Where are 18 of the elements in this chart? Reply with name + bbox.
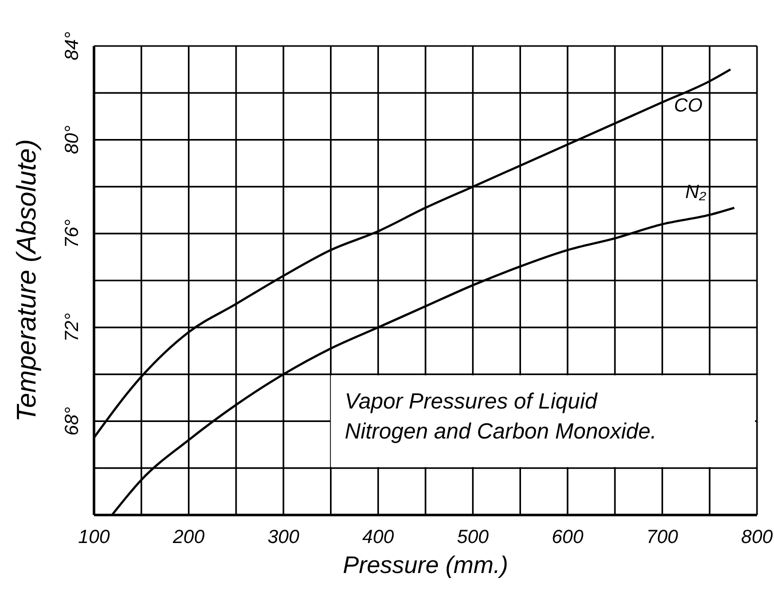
annotation: Vapor Pressures of Liquid Nitrogen and Carbon Monoxide.	[344, 388, 657, 444]
y-tick-label: 68°	[62, 406, 83, 436]
x-axis-title: Pressure (mm.)	[342, 552, 508, 579]
x-tick-label: 800	[741, 527, 774, 548]
y-axis-title: Temperature (Absolute)	[12, 139, 42, 422]
x-tick-label: 200	[172, 527, 205, 548]
y-tick-label: 76°	[62, 218, 83, 248]
y-tick-label: 72°	[62, 312, 83, 342]
y-tick-label: 80°	[62, 125, 83, 154]
x-tick-label: 700	[646, 527, 679, 548]
series-label: CO	[674, 95, 703, 116]
note-box: Vapor Pressures of Liquid Nitrogen and Carbon Monoxide.	[330, 375, 755, 468]
x-tick-label: 400	[362, 527, 394, 548]
x-tick-label: 100	[78, 527, 110, 548]
x-tick-label: 600	[552, 527, 584, 548]
x-tick-label: 500	[457, 527, 490, 548]
y-tick-label: 84°	[62, 31, 83, 60]
x-tick-label: 300	[268, 527, 300, 548]
